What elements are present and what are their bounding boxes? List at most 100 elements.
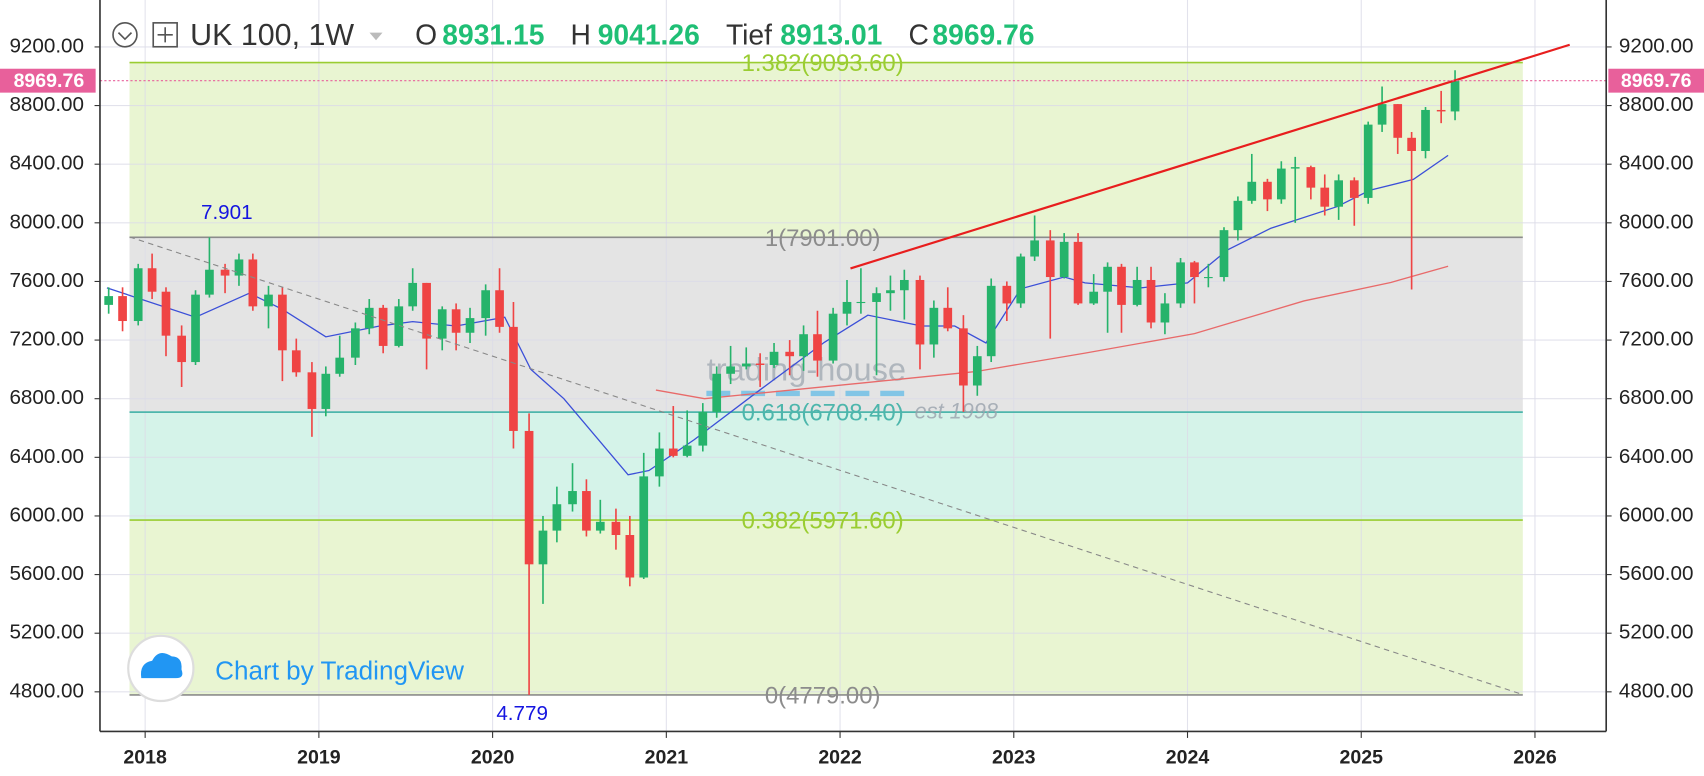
candle-body: [1073, 241, 1083, 304]
y-tick-label: 6000.00: [9, 503, 84, 526]
candle-body: [986, 285, 996, 357]
annotation: 4.779: [496, 702, 548, 725]
y-tick-label: 6800.00: [9, 386, 84, 409]
candle-body: [422, 282, 431, 339]
fib-label: 0.382(5971.60): [742, 508, 904, 535]
candle-body: [205, 269, 214, 295]
candle-body: [842, 301, 852, 314]
watermark: trading-house: [707, 350, 906, 387]
candle-body: [1219, 230, 1229, 278]
y-tick-label: 8800.00: [9, 93, 84, 116]
candle-body: [682, 445, 692, 456]
candle-body: [1059, 241, 1069, 278]
candle-body: [408, 282, 418, 307]
y-tick-label: 5200.00: [1619, 621, 1694, 644]
candle-body: [625, 535, 635, 578]
candle-body: [813, 334, 822, 361]
candle-body: [1204, 277, 1213, 279]
collapse-icon[interactable]: [112, 22, 138, 48]
y-tick-label: 9200.00: [9, 34, 84, 57]
candle-body: [1377, 104, 1387, 125]
candle-body: [133, 268, 143, 322]
candle-body: [1306, 167, 1316, 188]
fib-band: [129, 412, 1523, 521]
candle-body: [668, 448, 678, 456]
candle-body: [1030, 240, 1039, 257]
annotation: 7.901: [201, 201, 253, 224]
candle-body: [104, 296, 114, 305]
candle-body: [639, 476, 649, 578]
candle-body: [1363, 124, 1373, 198]
candle-body: [524, 430, 534, 565]
candle-body: [220, 269, 230, 276]
candle-body: [1247, 181, 1257, 201]
candle-body: [611, 521, 621, 536]
candle-body: [1263, 181, 1272, 200]
candle-body: [568, 491, 577, 505]
candle-body: [582, 491, 591, 531]
x-tick-label: 2024: [1166, 747, 1210, 769]
fib-label: 1.382(9093.60): [742, 50, 904, 77]
fib-band: [129, 520, 1523, 695]
y-tick-label: 6000.00: [1619, 503, 1694, 526]
symbol-dropdown[interactable]: [369, 32, 383, 41]
candle-body: [698, 411, 708, 446]
watermark: est 1998: [915, 399, 998, 424]
candle-body: [1436, 109, 1446, 112]
candle-body: [1160, 303, 1170, 323]
candle-body: [886, 290, 895, 294]
candle-body: [278, 294, 287, 351]
candle-body: [1132, 279, 1142, 305]
candle-body: [712, 373, 722, 412]
candle-body: [1016, 256, 1026, 304]
candle-body: [191, 294, 200, 363]
price-tag: [1608, 68, 1704, 93]
candle-body: [1349, 180, 1359, 198]
candle-body: [481, 290, 491, 319]
collapse-icon-chevron: [117, 32, 133, 41]
ohlc-label: O: [415, 18, 437, 50]
moving-average: [655, 265, 1449, 400]
candle-body: [118, 296, 127, 322]
candle-body: [1393, 104, 1403, 138]
candle-body: [655, 448, 664, 477]
candle-body: [147, 268, 157, 292]
tradingview-cloud: [140, 652, 183, 679]
candle-body: [248, 259, 258, 307]
candle-body: [972, 356, 982, 386]
candle-body: [1089, 291, 1099, 304]
candle-body: [495, 290, 504, 327]
y-tick-label: 7200.00: [1619, 328, 1694, 351]
candle-body: [1002, 285, 1012, 304]
y-tick-label: 6400.00: [9, 445, 84, 468]
price-tag: [0, 68, 96, 93]
plot-area: trading-house est 1998 1.382(9093.60) 1(790…: [99, 0, 1607, 732]
candle-body: [943, 307, 953, 329]
candle-body: [161, 291, 171, 336]
fib-band: [129, 62, 1523, 238]
candle-body: [799, 334, 808, 357]
x-tick-label: 2026: [1513, 747, 1557, 769]
fib-label: 0(4779.00): [765, 682, 881, 709]
candle-body: [1450, 80, 1460, 112]
candle-body: [1103, 266, 1112, 292]
candle-body: [1176, 262, 1185, 304]
candle-body: [552, 504, 562, 531]
y-tick-label: 4800.00: [9, 679, 84, 702]
candle-body: [856, 301, 866, 304]
candle-body: [1421, 109, 1430, 152]
trendline: [850, 43, 1571, 270]
candle-body: [1117, 266, 1126, 305]
add-icon[interactable]: [152, 22, 178, 48]
candle-body: [929, 307, 939, 345]
candle-body: [351, 328, 360, 358]
ohlc-label: Tief: [726, 18, 772, 50]
y-tick-label: 7200.00: [9, 328, 84, 351]
y-tick-label: 8400.00: [1619, 152, 1694, 175]
ohlc-value: 8913.01: [780, 18, 882, 50]
candle-body: [1290, 167, 1300, 169]
candle-body: [872, 293, 881, 302]
candle-body: [291, 350, 301, 373]
